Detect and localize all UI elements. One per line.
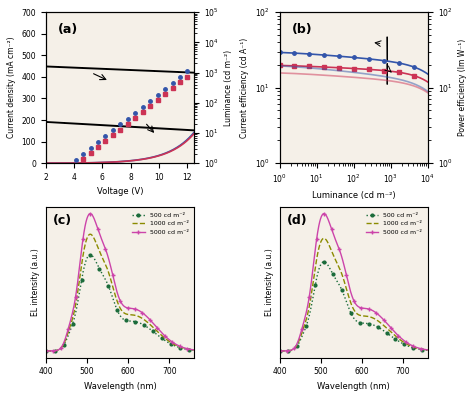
Y-axis label: Luminance (cd m⁻²): Luminance (cd m⁻²) <box>224 50 233 126</box>
X-axis label: Wavelength (nm): Wavelength (nm) <box>317 382 390 391</box>
X-axis label: Voltage (V): Voltage (V) <box>97 187 143 197</box>
Y-axis label: EL intensity (a.u.): EL intensity (a.u.) <box>31 248 40 316</box>
Legend: 500 cd m⁻², 1000 cd m⁻², 5000 cd m⁻²: 500 cd m⁻², 1000 cd m⁻², 5000 cd m⁻² <box>130 210 191 237</box>
Y-axis label: EL intensity (a.u.): EL intensity (a.u.) <box>265 248 274 316</box>
Text: (d): (d) <box>287 214 308 227</box>
Y-axis label: Current efficiency (cd A⁻¹): Current efficiency (cd A⁻¹) <box>240 37 249 138</box>
X-axis label: Luminance (cd m⁻²): Luminance (cd m⁻²) <box>312 191 395 200</box>
Text: (b): (b) <box>292 23 312 36</box>
Y-axis label: Current density (mA cm⁻²): Current density (mA cm⁻²) <box>7 37 16 139</box>
X-axis label: Wavelength (nm): Wavelength (nm) <box>83 382 156 391</box>
Text: (c): (c) <box>53 214 73 227</box>
Text: (a): (a) <box>58 23 78 36</box>
Legend: 500 cd m⁻², 1000 cd m⁻², 5000 cd m⁻²: 500 cd m⁻², 1000 cd m⁻², 5000 cd m⁻² <box>364 210 425 237</box>
Y-axis label: Power efficiency (lm W⁻¹): Power efficiency (lm W⁻¹) <box>458 39 467 136</box>
